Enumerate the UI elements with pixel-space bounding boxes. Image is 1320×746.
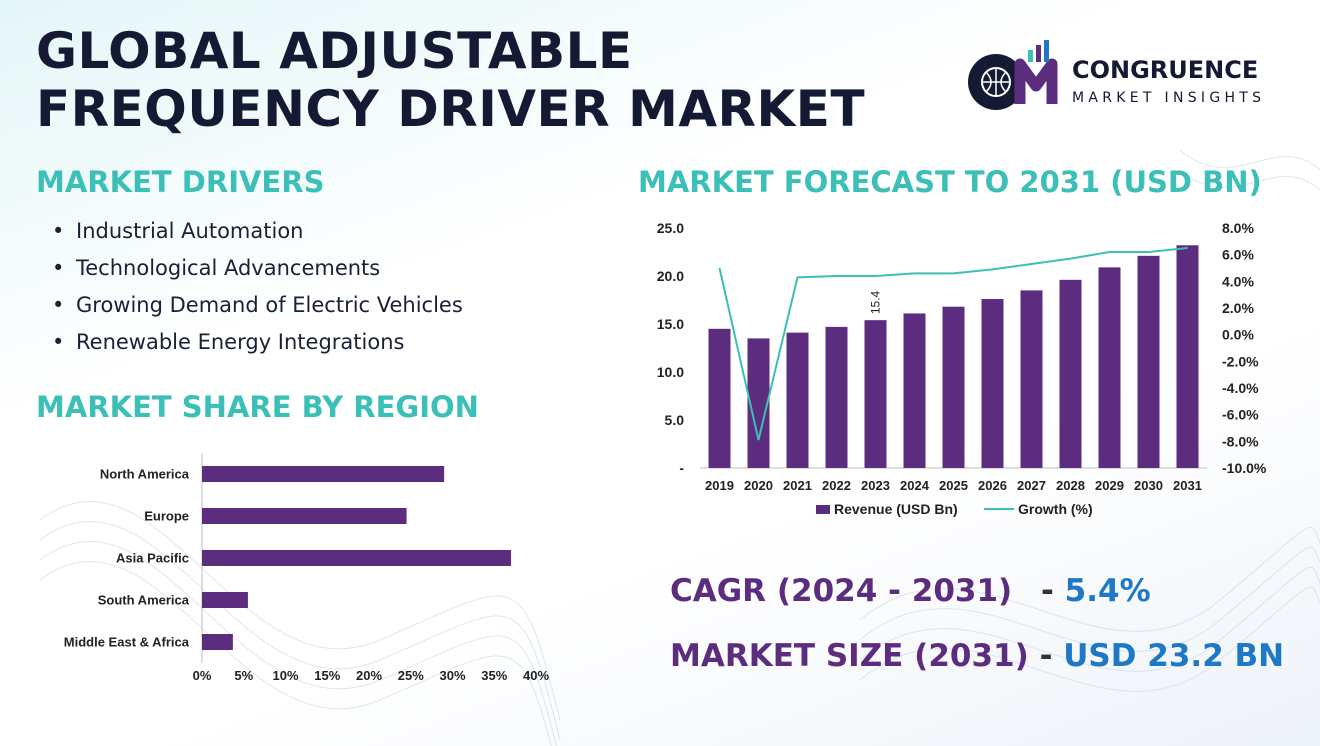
y-right-tick-label: 8.0% [1222,220,1254,236]
y-right-tick-label: 0.0% [1222,327,1254,343]
bar [903,313,926,468]
bar [1137,255,1160,468]
x-tick-label: 2020 [744,478,773,493]
list-item: • Renewable Energy Integrations [52,330,405,354]
x-tick-label: 2031 [1173,478,1202,493]
region-heading: MARKET SHARE BY REGION [36,390,479,424]
x-tick-label: 20% [356,668,382,683]
brand-name: CONGRUENCE [1072,56,1259,84]
y-right-tick-label: -6.0% [1222,407,1259,423]
cagr-separator: - [1041,573,1054,609]
market-size-separator: - [1039,638,1053,674]
driver-label: Renewable Energy Integrations [76,330,405,354]
bar [202,466,445,482]
y-right-tick-label: 4.0% [1222,273,1254,289]
y-right-tick-label: 2.0% [1222,300,1254,316]
bar [202,550,511,566]
driver-label: Technological Advancements [76,256,381,280]
bar [1176,245,1199,468]
category-label: Europe [144,509,189,524]
cagr-stat: CAGR (2024 - 2031) - 5.4% [670,573,1151,609]
data-label: 15.4 [869,290,883,314]
forecast-heading: MARKET FORECAST TO 2031 (USD BN) [638,165,1262,199]
x-tick-label: 2030 [1134,478,1163,493]
x-tick-label: 25% [398,668,424,683]
x-tick-label: 2026 [978,478,1007,493]
y-right-tick-label: -10.0% [1222,460,1267,476]
title-line-1: GLOBAL ADJUSTABLE [36,22,633,80]
x-tick-label: 5% [234,668,253,683]
brand-logo [968,40,1058,110]
legend-label-revenue: Revenue (USD Bn) [834,501,958,517]
bar [1098,267,1121,468]
x-tick-label: 2025 [939,478,968,493]
y-right-tick-label: -8.0% [1222,433,1259,449]
x-tick-label: 40% [523,668,549,683]
x-tick-label: 2024 [900,478,930,493]
y-right-tick-label: -2.0% [1222,353,1259,369]
list-item: • Technological Advancements [52,256,381,280]
list-item: • Growing Demand of Electric Vehicles [52,293,463,317]
category-label: Middle East & Africa [64,635,190,650]
category-label: North America [100,467,190,482]
bar [942,306,965,468]
category-label: South America [98,593,190,608]
y-left-tick-label: 20.0 [657,268,684,284]
legend-swatch-revenue [816,505,830,514]
forecast-chart: - 5.0 10.0 15.0 20.0 25.0 -10.0% -8.0% -6.0% -4.0… [657,220,1267,517]
x-tick-label: 2021 [783,478,812,493]
x-tick-label: 15% [314,668,340,683]
x-tick-label: 2019 [705,478,734,493]
bar [202,634,233,650]
brand-tagline: MARKET INSIGHTS [1072,90,1266,106]
bar [825,326,848,468]
bar [1020,290,1043,468]
cagr-value: 5.4% [1064,573,1151,609]
bar [202,508,407,524]
x-tick-label: 2028 [1056,478,1085,493]
legend-label-growth: Growth (%) [1018,501,1093,517]
bar [981,299,1004,468]
list-item: • Industrial Automation [52,219,304,243]
growth-line [718,247,1188,441]
y-left-tick-label: - [679,460,684,476]
x-tick-label: 30% [439,668,465,683]
market-size-value: USD 23.2 BN [1063,638,1285,674]
market-size-stat: MARKET SIZE (2031) - USD 23.2 BN [670,638,1284,674]
page-title: GLOBAL ADJUSTABLE FREQUENCY DRIVER MARKE… [36,22,865,138]
y-left-tick-label: 15.0 [657,316,684,332]
y-right-tick-label: 6.0% [1222,247,1254,263]
y-right-tick-label: -4.0% [1222,380,1259,396]
x-tick-label: 10% [272,668,298,683]
bar [786,332,809,468]
drivers-heading: MARKET DRIVERS [36,165,325,199]
x-tick-label: 0% [193,668,212,683]
y-left-tick-label: 25.0 [657,220,684,236]
title-line-2: FREQUENCY DRIVER MARKET [36,80,866,138]
x-tick-label: 35% [481,668,507,683]
x-tick-label: 2023 [861,478,890,493]
cagr-label: CAGR (2024 - 2031) [670,573,1013,609]
market-size-label: MARKET SIZE (2031) [670,638,1029,674]
driver-label: Growing Demand of Electric Vehicles [76,293,463,317]
bar [864,320,887,468]
x-tick-label: 2022 [822,478,851,493]
region-share-chart: North America Europe Asia Pacific South Ame… [64,453,549,683]
bar [1059,279,1082,468]
y-left-tick-label: 10.0 [657,364,684,380]
drivers-list: • Industrial Automation • Technological Ad… [52,213,463,361]
y-left-tick-label: 5.0 [665,412,685,428]
x-tick-label: 2029 [1095,478,1124,493]
x-tick-label: 2027 [1017,478,1046,493]
bar [747,338,770,468]
driver-label: Industrial Automation [76,219,304,243]
bar [708,328,731,468]
category-label: Asia Pacific [116,551,189,566]
bar [202,592,248,608]
